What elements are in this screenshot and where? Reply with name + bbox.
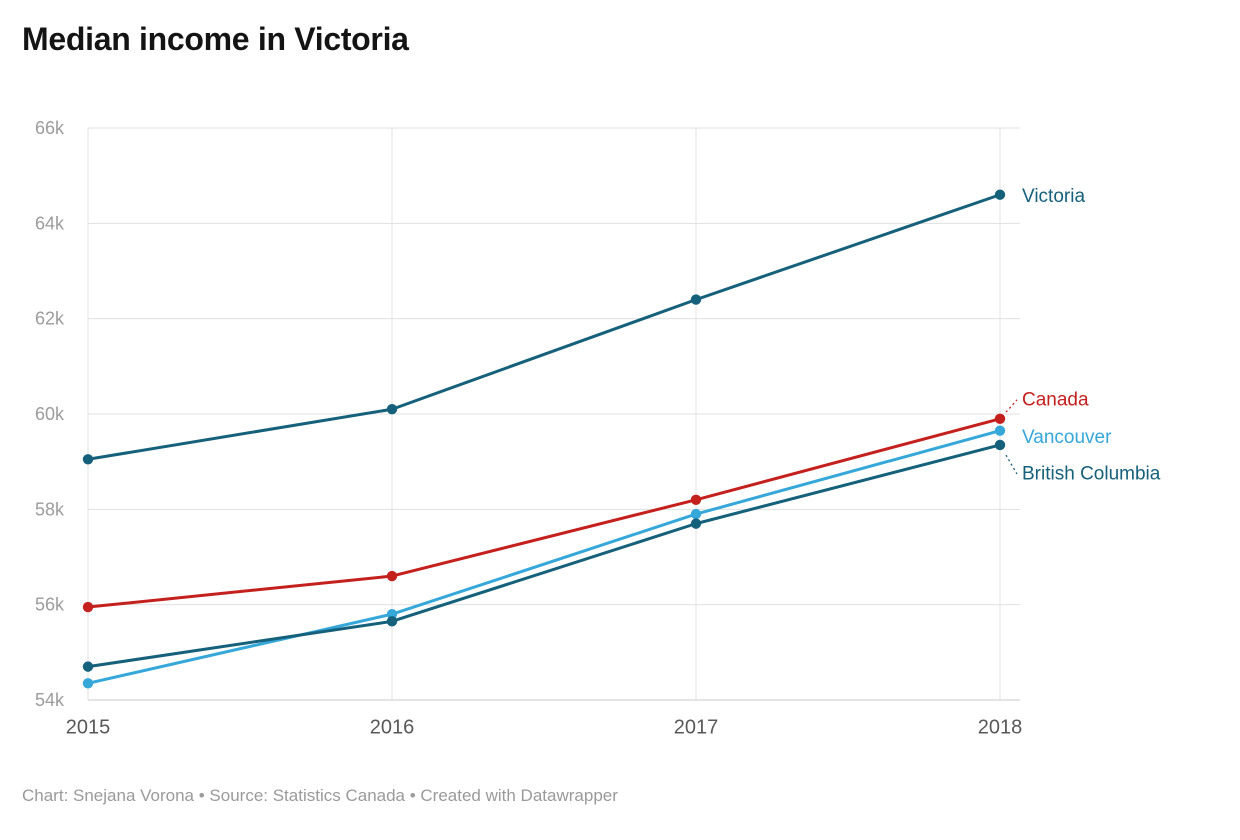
point-victoria-2016 (386, 404, 398, 415)
series-label-vancouver: Vancouver (1022, 427, 1112, 448)
point-british-columbia-2018 (994, 439, 1006, 451)
point-vancouver-2016 (386, 609, 398, 620)
y-axis-tick-label: 64k (35, 213, 65, 233)
chart-title: Median income in Victoria (22, 21, 409, 57)
point-canada-2018 (994, 413, 1006, 424)
series-label-british-columbia: British Columbia (1022, 463, 1161, 484)
line-vancouver (87, 429, 1001, 685)
point-vancouver-2015 (82, 678, 94, 689)
x-axis-tick-label: 2018 (978, 717, 1023, 739)
chart-footer-attribution: Chart: Snejana Vorona • Source: Statisti… (22, 786, 618, 805)
y-axis-tick-label: 58k (35, 499, 65, 519)
x-axis-tick-label: 2016 (370, 717, 415, 739)
point-canada-2015 (82, 601, 94, 613)
x-axis-tick-label: 2017 (674, 717, 719, 739)
point-british-columbia-2015 (82, 661, 94, 672)
point-british-columbia-2017 (690, 518, 702, 529)
point-british-columbia-2016 (386, 616, 398, 627)
series-label-victoria: Victoria (1022, 186, 1085, 207)
point-victoria-2017 (690, 294, 702, 305)
x-axis-tick-label: 2015 (66, 717, 111, 739)
point-victoria-2015 (82, 454, 94, 465)
point-victoria-2018 (994, 189, 1006, 200)
line-victoria (87, 193, 1001, 461)
point-canada-2016 (386, 570, 398, 582)
y-axis-tick-label: 66k (35, 118, 65, 138)
line-british-columbia (87, 443, 1001, 669)
y-axis-tick-label: 62k (35, 309, 65, 329)
leader-canada (1005, 399, 1018, 413)
point-canada-2017 (690, 494, 702, 505)
y-axis-tick-label: 54k (35, 690, 65, 710)
series-label-canada: Canada (1022, 389, 1089, 410)
point-vancouver-2018 (994, 425, 1006, 436)
leader-british-columbia (1005, 454, 1018, 475)
y-axis-tick-label: 60k (35, 404, 65, 424)
line-canada (87, 417, 1001, 609)
point-vancouver-2017 (690, 508, 702, 520)
y-axis-tick-label: 56k (35, 595, 65, 615)
